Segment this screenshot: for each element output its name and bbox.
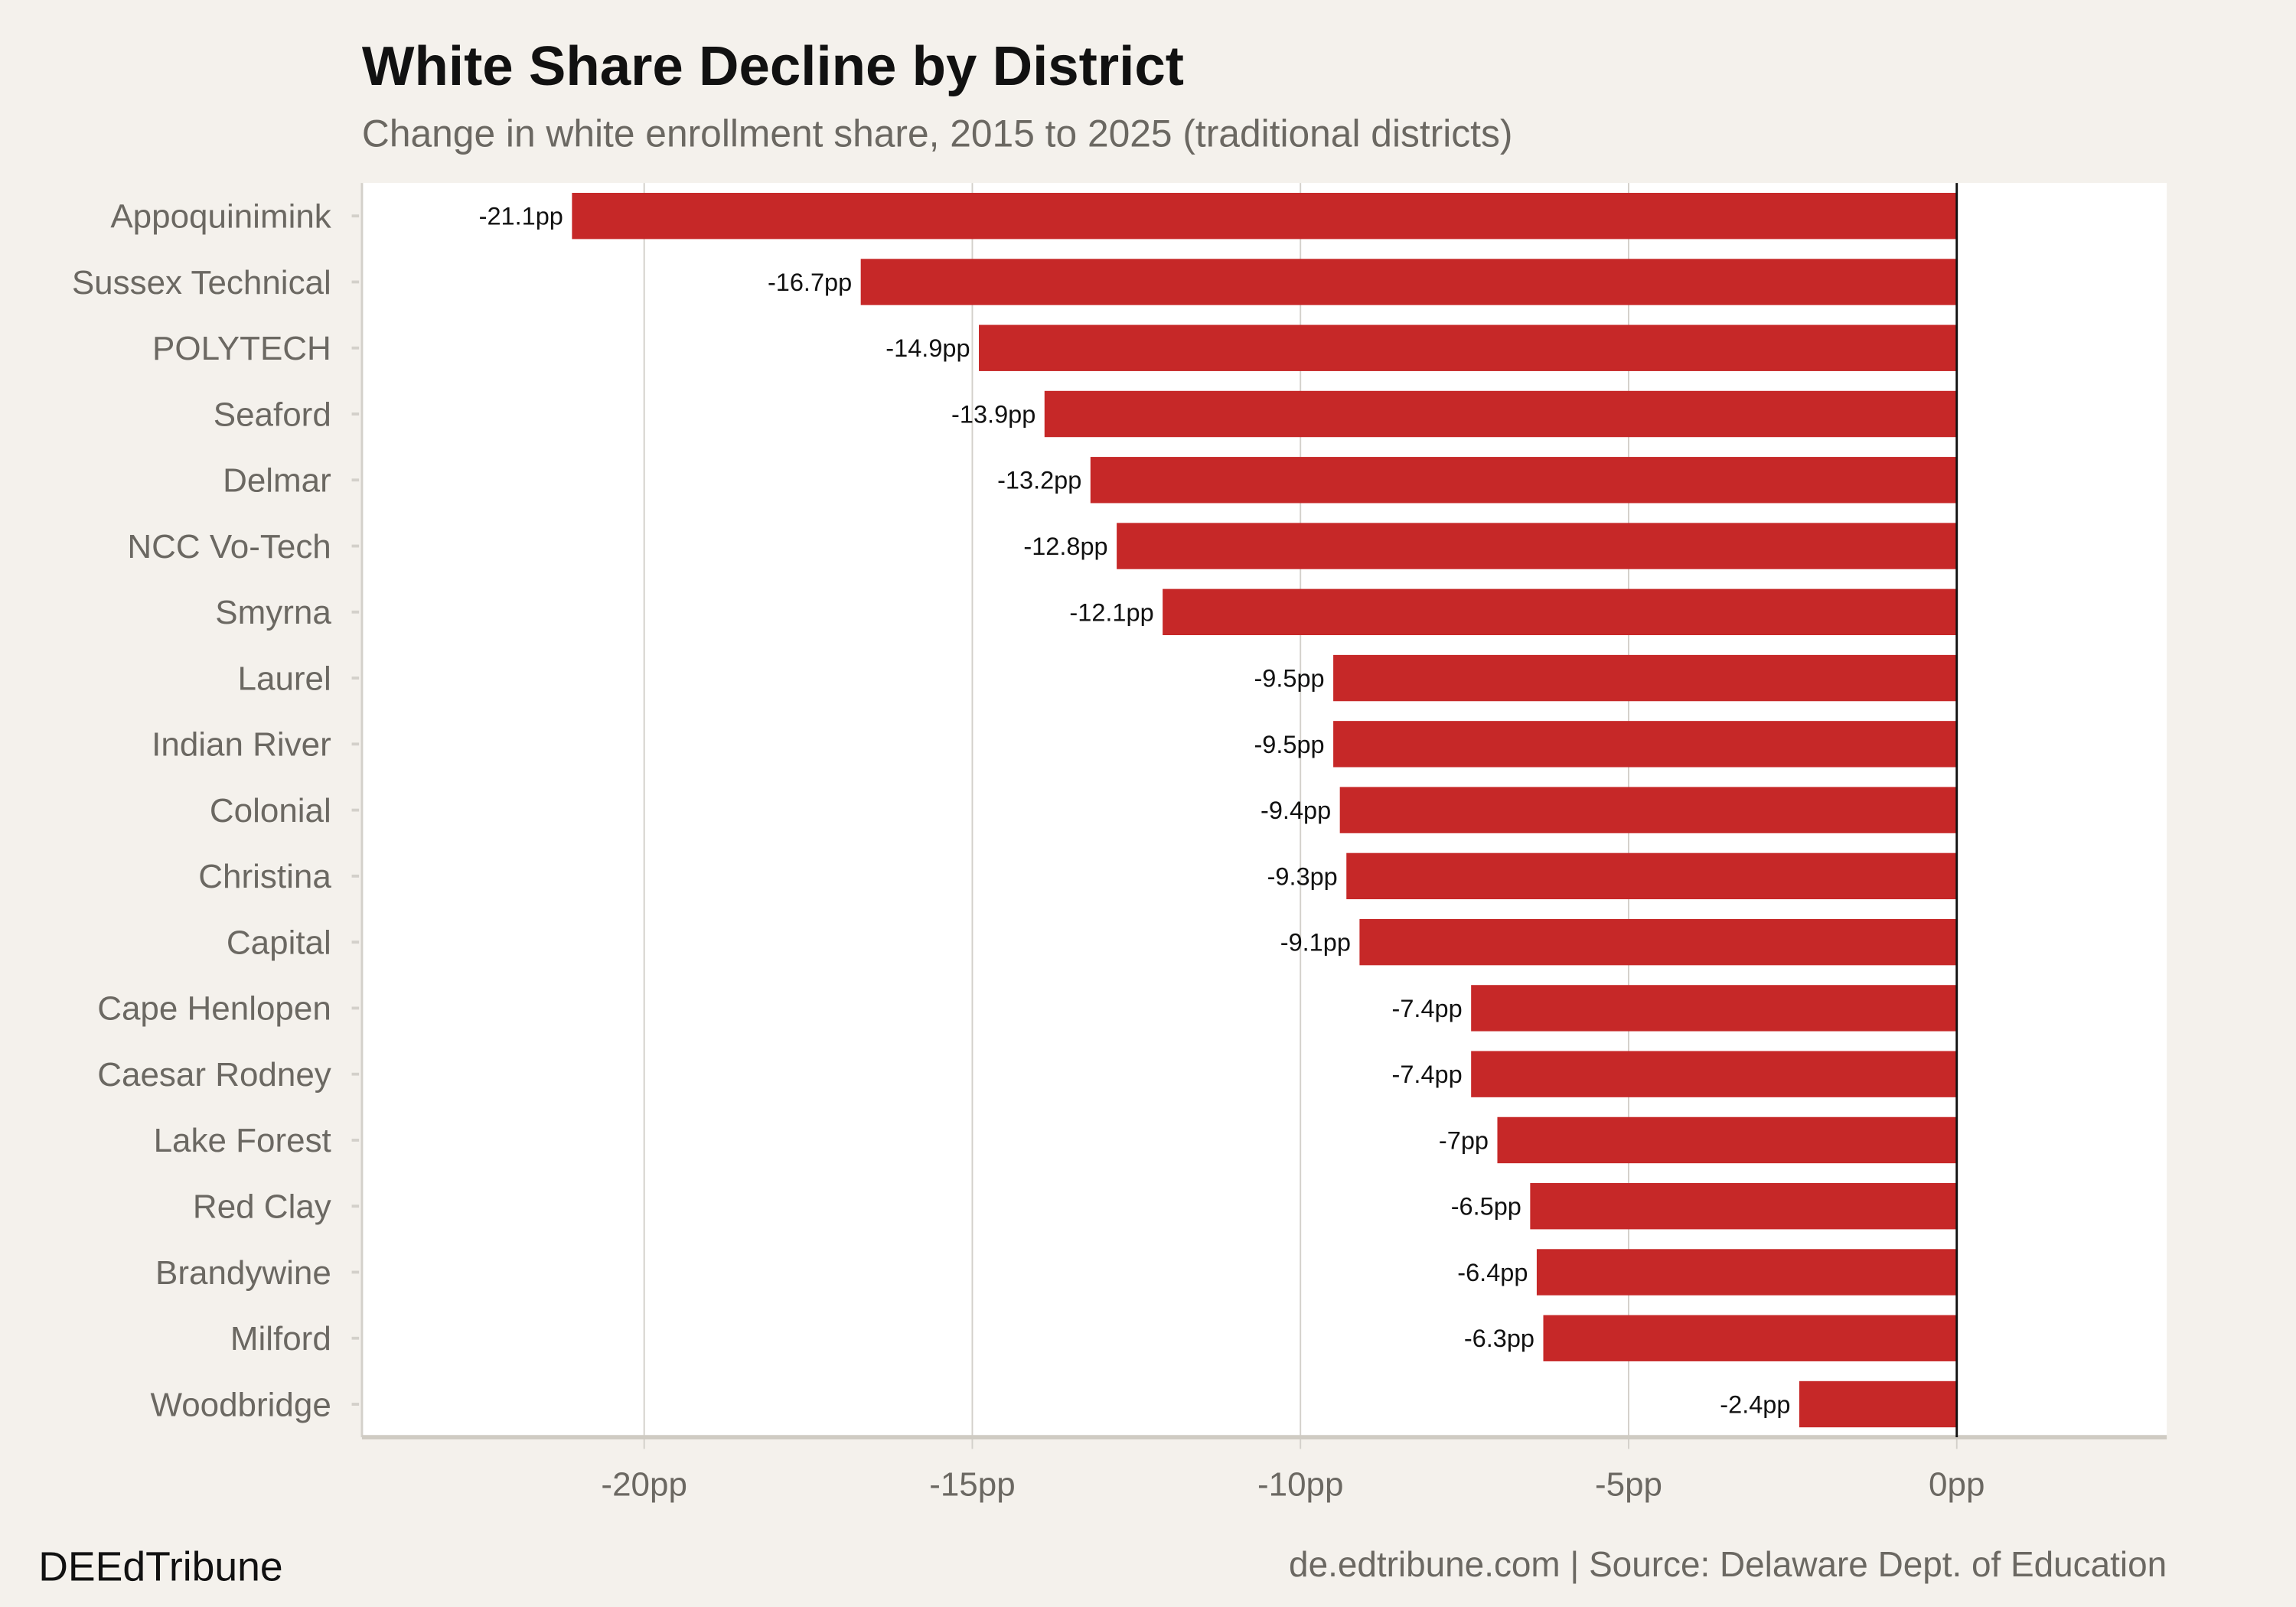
bar — [979, 324, 1957, 371]
bar — [1090, 457, 1957, 504]
x-tick-label: -10pp — [1257, 1466, 1343, 1504]
data-label: -6.3pp — [1464, 1325, 1534, 1352]
category-label: Brandywine — [155, 1254, 331, 1292]
category-label: Milford — [230, 1320, 331, 1358]
bar — [1163, 588, 1957, 635]
category-label: POLYTECH — [152, 330, 331, 367]
data-label: -9.4pp — [1261, 797, 1331, 824]
category-label: Colonial — [210, 792, 331, 830]
data-label: -21.1pp — [479, 203, 563, 230]
category-label: Red Clay — [193, 1188, 331, 1226]
bar — [1333, 654, 1957, 702]
bar — [1497, 1116, 1957, 1164]
bar — [1339, 787, 1957, 833]
bar — [1359, 918, 1957, 966]
bar — [1044, 390, 1957, 438]
category-label: Capital — [227, 924, 331, 961]
category-label: Indian River — [152, 726, 331, 764]
chart-subtitle: Change in white enrollment share, 2015 t… — [362, 112, 1512, 155]
category-label: Laurel — [238, 660, 331, 697]
data-label: -13.2pp — [997, 467, 1081, 494]
bar — [1471, 985, 1957, 1032]
bars: -21.1pp -16.7pp -14.9pp -13.9pp -13.2pp -12.8… — [479, 193, 1957, 1428]
bar — [1543, 1315, 1957, 1361]
x-tick-label: 0pp — [1929, 1466, 1985, 1504]
x-tick-label: -15pp — [929, 1466, 1015, 1504]
data-label: -7.4pp — [1392, 1061, 1463, 1088]
category-labels: Appoquinimink Sussex Technical POLYTECH Sea… — [72, 198, 360, 1423]
data-label: -12.1pp — [1069, 598, 1153, 626]
bar — [572, 193, 1957, 240]
bar — [1471, 1051, 1957, 1097]
bar — [860, 259, 1957, 305]
category-label: Caesar Rodney — [97, 1056, 331, 1094]
category-label: Woodbridge — [150, 1386, 331, 1423]
bar — [1530, 1183, 1957, 1230]
data-label: -6.5pp — [1451, 1193, 1521, 1221]
data-label: -7.4pp — [1392, 995, 1463, 1022]
category-label: Seaford — [214, 396, 331, 433]
data-label: -14.9pp — [885, 334, 970, 362]
category-label: Lake Forest — [154, 1122, 331, 1159]
data-label: -16.7pp — [768, 269, 852, 296]
category-label: Delmar — [223, 462, 331, 500]
data-label: -9.3pp — [1267, 862, 1338, 890]
category-label: Appoquinimink — [110, 198, 331, 236]
data-label: -13.9pp — [951, 400, 1035, 428]
data-label: -9.5pp — [1254, 731, 1324, 758]
data-label: -9.5pp — [1254, 665, 1324, 693]
source-note: de.edtribune.com | Source: Delaware Dept… — [1289, 1544, 2167, 1584]
category-label: Christina — [198, 858, 331, 895]
category-label: Smyrna — [215, 594, 331, 631]
x-axis-ticks: -20pp -15pp -10pp -5pp 0pp — [601, 1437, 1985, 1504]
bar — [1117, 523, 1957, 569]
chart-title: White Share Decline by District — [362, 35, 1184, 97]
data-label: -7pp — [1439, 1126, 1489, 1154]
category-label: Sussex Technical — [72, 264, 331, 302]
x-tick-label: -5pp — [1595, 1466, 1662, 1504]
data-label: -12.8pp — [1023, 533, 1107, 560]
bar — [1333, 721, 1957, 768]
bar — [1346, 852, 1957, 900]
x-tick-label: -20pp — [601, 1466, 687, 1504]
data-label: -2.4pp — [1720, 1390, 1790, 1418]
data-label: -6.4pp — [1457, 1259, 1528, 1286]
category-label: Cape Henlopen — [97, 990, 331, 1028]
brand-logo: DEEdTribune — [38, 1545, 282, 1590]
bar — [1799, 1380, 1957, 1428]
category-label: NCC Vo-Tech — [127, 528, 331, 566]
bar — [1536, 1249, 1957, 1296]
data-label: -9.1pp — [1280, 929, 1351, 957]
